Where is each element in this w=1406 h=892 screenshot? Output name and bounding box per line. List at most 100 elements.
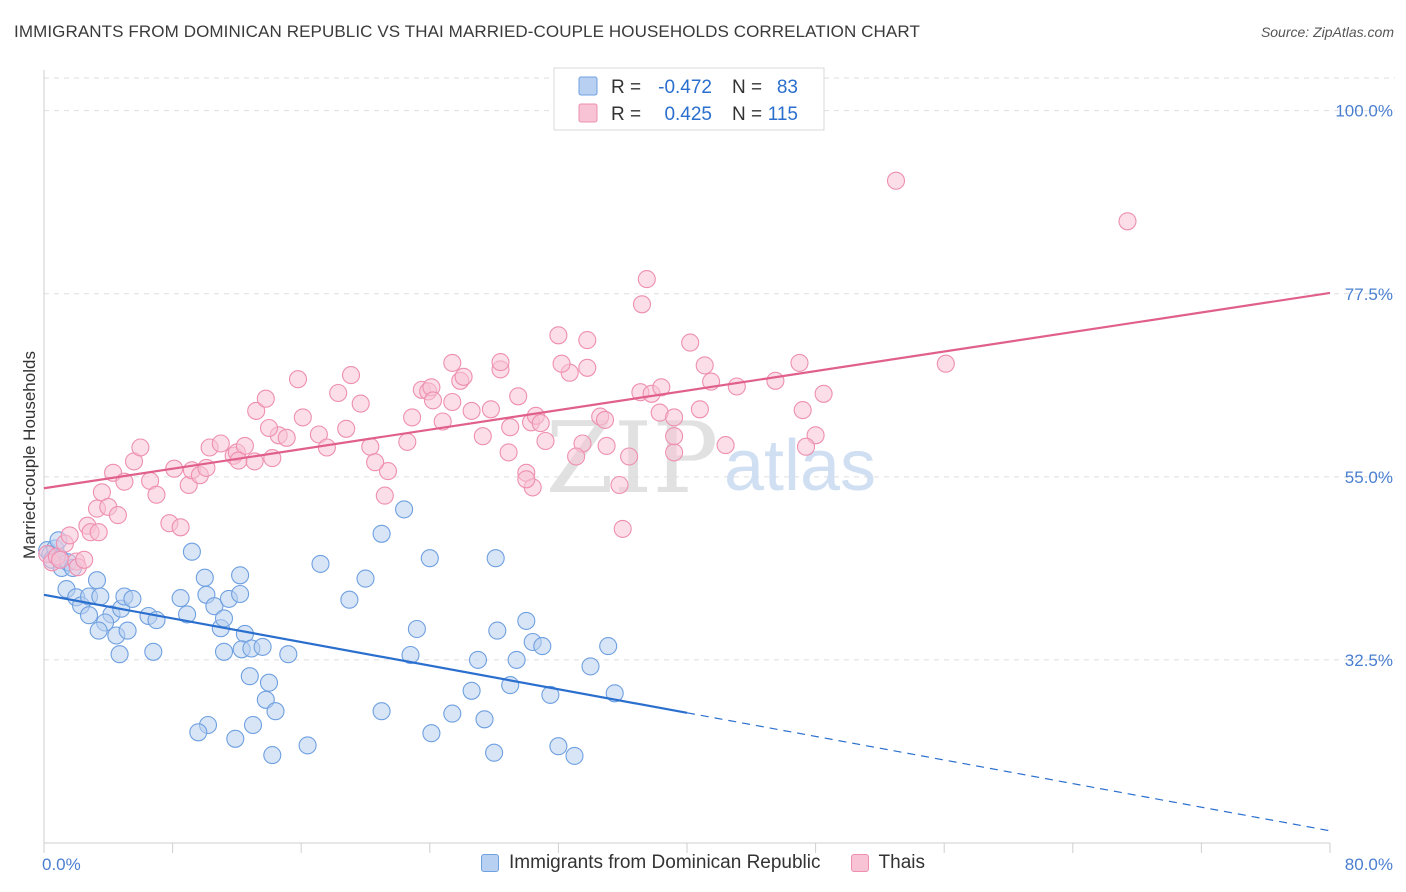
- axes: [43, 70, 1331, 853]
- thai-point-21: [147, 485, 166, 504]
- dominican-point-66: [486, 549, 505, 568]
- thai-point-40: [256, 389, 275, 408]
- dominican-point-59: [395, 500, 414, 519]
- thai-point-53: [366, 453, 385, 472]
- thai-point-80: [549, 326, 568, 345]
- thai-point-82: [552, 354, 571, 373]
- legend-box: [553, 67, 825, 131]
- thai-point-55: [403, 408, 422, 427]
- y-tick-label-2: 77.5%: [1345, 285, 1393, 304]
- dominican-point-20: [118, 621, 137, 640]
- thai-point-84: [578, 358, 597, 377]
- thai-point-66: [473, 427, 492, 446]
- legend-label-thai: Thais: [878, 852, 925, 873]
- thai-point-19: [131, 438, 150, 457]
- dominican-point-74: [517, 611, 536, 630]
- thai-point-79: [536, 431, 555, 451]
- dominican-point-15: [79, 606, 99, 625]
- dominican-point-40: [214, 642, 234, 661]
- thai-point-70: [509, 387, 528, 406]
- dominican-point-54: [263, 746, 282, 765]
- dominican-point-71: [485, 743, 504, 762]
- dominican-point-70: [475, 710, 494, 729]
- dominican-point-14: [91, 587, 110, 606]
- thai-point-48: [341, 366, 361, 385]
- dominican-point-38: [231, 584, 250, 604]
- series-dominican-points: [38, 500, 624, 765]
- thai-point-23: [171, 518, 190, 537]
- dominican-point-53: [298, 736, 317, 755]
- dominican-point-60: [420, 549, 439, 568]
- trend-line-thai: [43, 291, 1331, 490]
- thai-point-69: [491, 353, 510, 372]
- thai-point-109: [790, 353, 809, 372]
- dominican-point-48: [266, 702, 285, 721]
- dominican-point-37: [231, 566, 250, 585]
- dominican-point-23: [89, 621, 108, 640]
- legend-n-label-1: N =: [732, 104, 762, 125]
- thai-point-59: [423, 391, 443, 410]
- dominican-point-64: [422, 724, 441, 743]
- legend-n-value-1: 115: [768, 104, 798, 125]
- thai-point-39: [247, 401, 266, 420]
- thai-point-50: [361, 437, 380, 456]
- dominican-point-55: [311, 554, 330, 573]
- dominican-point-31: [195, 568, 214, 587]
- dominican-point-69: [462, 681, 481, 700]
- thai-point-96: [681, 333, 700, 352]
- dominican-point-29: [178, 605, 197, 624]
- legend-item-thai: Thais: [850, 852, 925, 874]
- dominican-point-67: [488, 621, 507, 640]
- thai-point-114: [886, 171, 906, 190]
- thai-point-71: [499, 443, 518, 462]
- thai-point-44: [309, 425, 328, 444]
- thai-point-51: [378, 462, 398, 481]
- thai-point-63: [443, 353, 462, 372]
- dominican-point-62: [401, 645, 420, 665]
- thai-point-67: [481, 400, 500, 419]
- dominican-point-30: [182, 542, 201, 561]
- legend-item-dominican: Immigrants from Dominican Republic: [481, 852, 821, 874]
- x-tick-label-1: 80.0%: [1345, 855, 1393, 874]
- thai-point-98: [610, 475, 629, 495]
- thai-point-92: [665, 443, 684, 462]
- thai-point-61: [443, 392, 462, 412]
- thai-point-38: [259, 418, 279, 438]
- thai-point-54: [398, 432, 417, 451]
- thai-point-49: [351, 394, 370, 413]
- thai-point-30: [211, 434, 230, 453]
- thai-point-78: [531, 414, 550, 433]
- dominican-point-65: [443, 704, 462, 723]
- thai-point-97: [652, 378, 671, 397]
- dominican-point-81: [599, 637, 618, 656]
- thai-point-107: [727, 377, 746, 396]
- tick-labels: 32.5% 55.0% 77.5% 100.0% 0.0% 80.0%: [42, 102, 1393, 874]
- thai-point-15: [108, 506, 127, 525]
- legend-r-value-0: -0.472: [658, 77, 712, 98]
- chart-title: IMMIGRANTS FROM DOMINICAN REPUBLIC VS TH…: [14, 22, 920, 41]
- thai-point-108: [766, 371, 785, 390]
- thai-point-5: [60, 526, 79, 545]
- legend-r-label-0: R =: [611, 77, 641, 98]
- dominican-point-28: [171, 589, 190, 608]
- thai-point-52: [375, 486, 394, 505]
- dominican-point-57: [356, 569, 375, 588]
- thai-point-115: [936, 354, 955, 373]
- thai-point-116: [1118, 212, 1137, 231]
- dominican-point-46: [279, 645, 298, 664]
- thai-point-101: [613, 519, 632, 538]
- dominican-point-76: [533, 637, 552, 656]
- trend-line-dominican: [43, 593, 688, 714]
- thai-point-88: [620, 447, 639, 466]
- dominican-point-68: [468, 650, 488, 669]
- dominican-point-52: [226, 729, 245, 748]
- thai-point-64: [454, 367, 473, 386]
- legend-swatch-1: [578, 103, 598, 123]
- y-axis-label: Married-couple Households: [20, 351, 39, 559]
- thai-point-95: [637, 270, 656, 289]
- thai-point-8: [75, 550, 94, 569]
- dominican-point-33: [205, 597, 224, 616]
- thai-point-47: [337, 419, 356, 438]
- thai-point-87: [597, 436, 616, 455]
- thai-point-75: [517, 470, 536, 489]
